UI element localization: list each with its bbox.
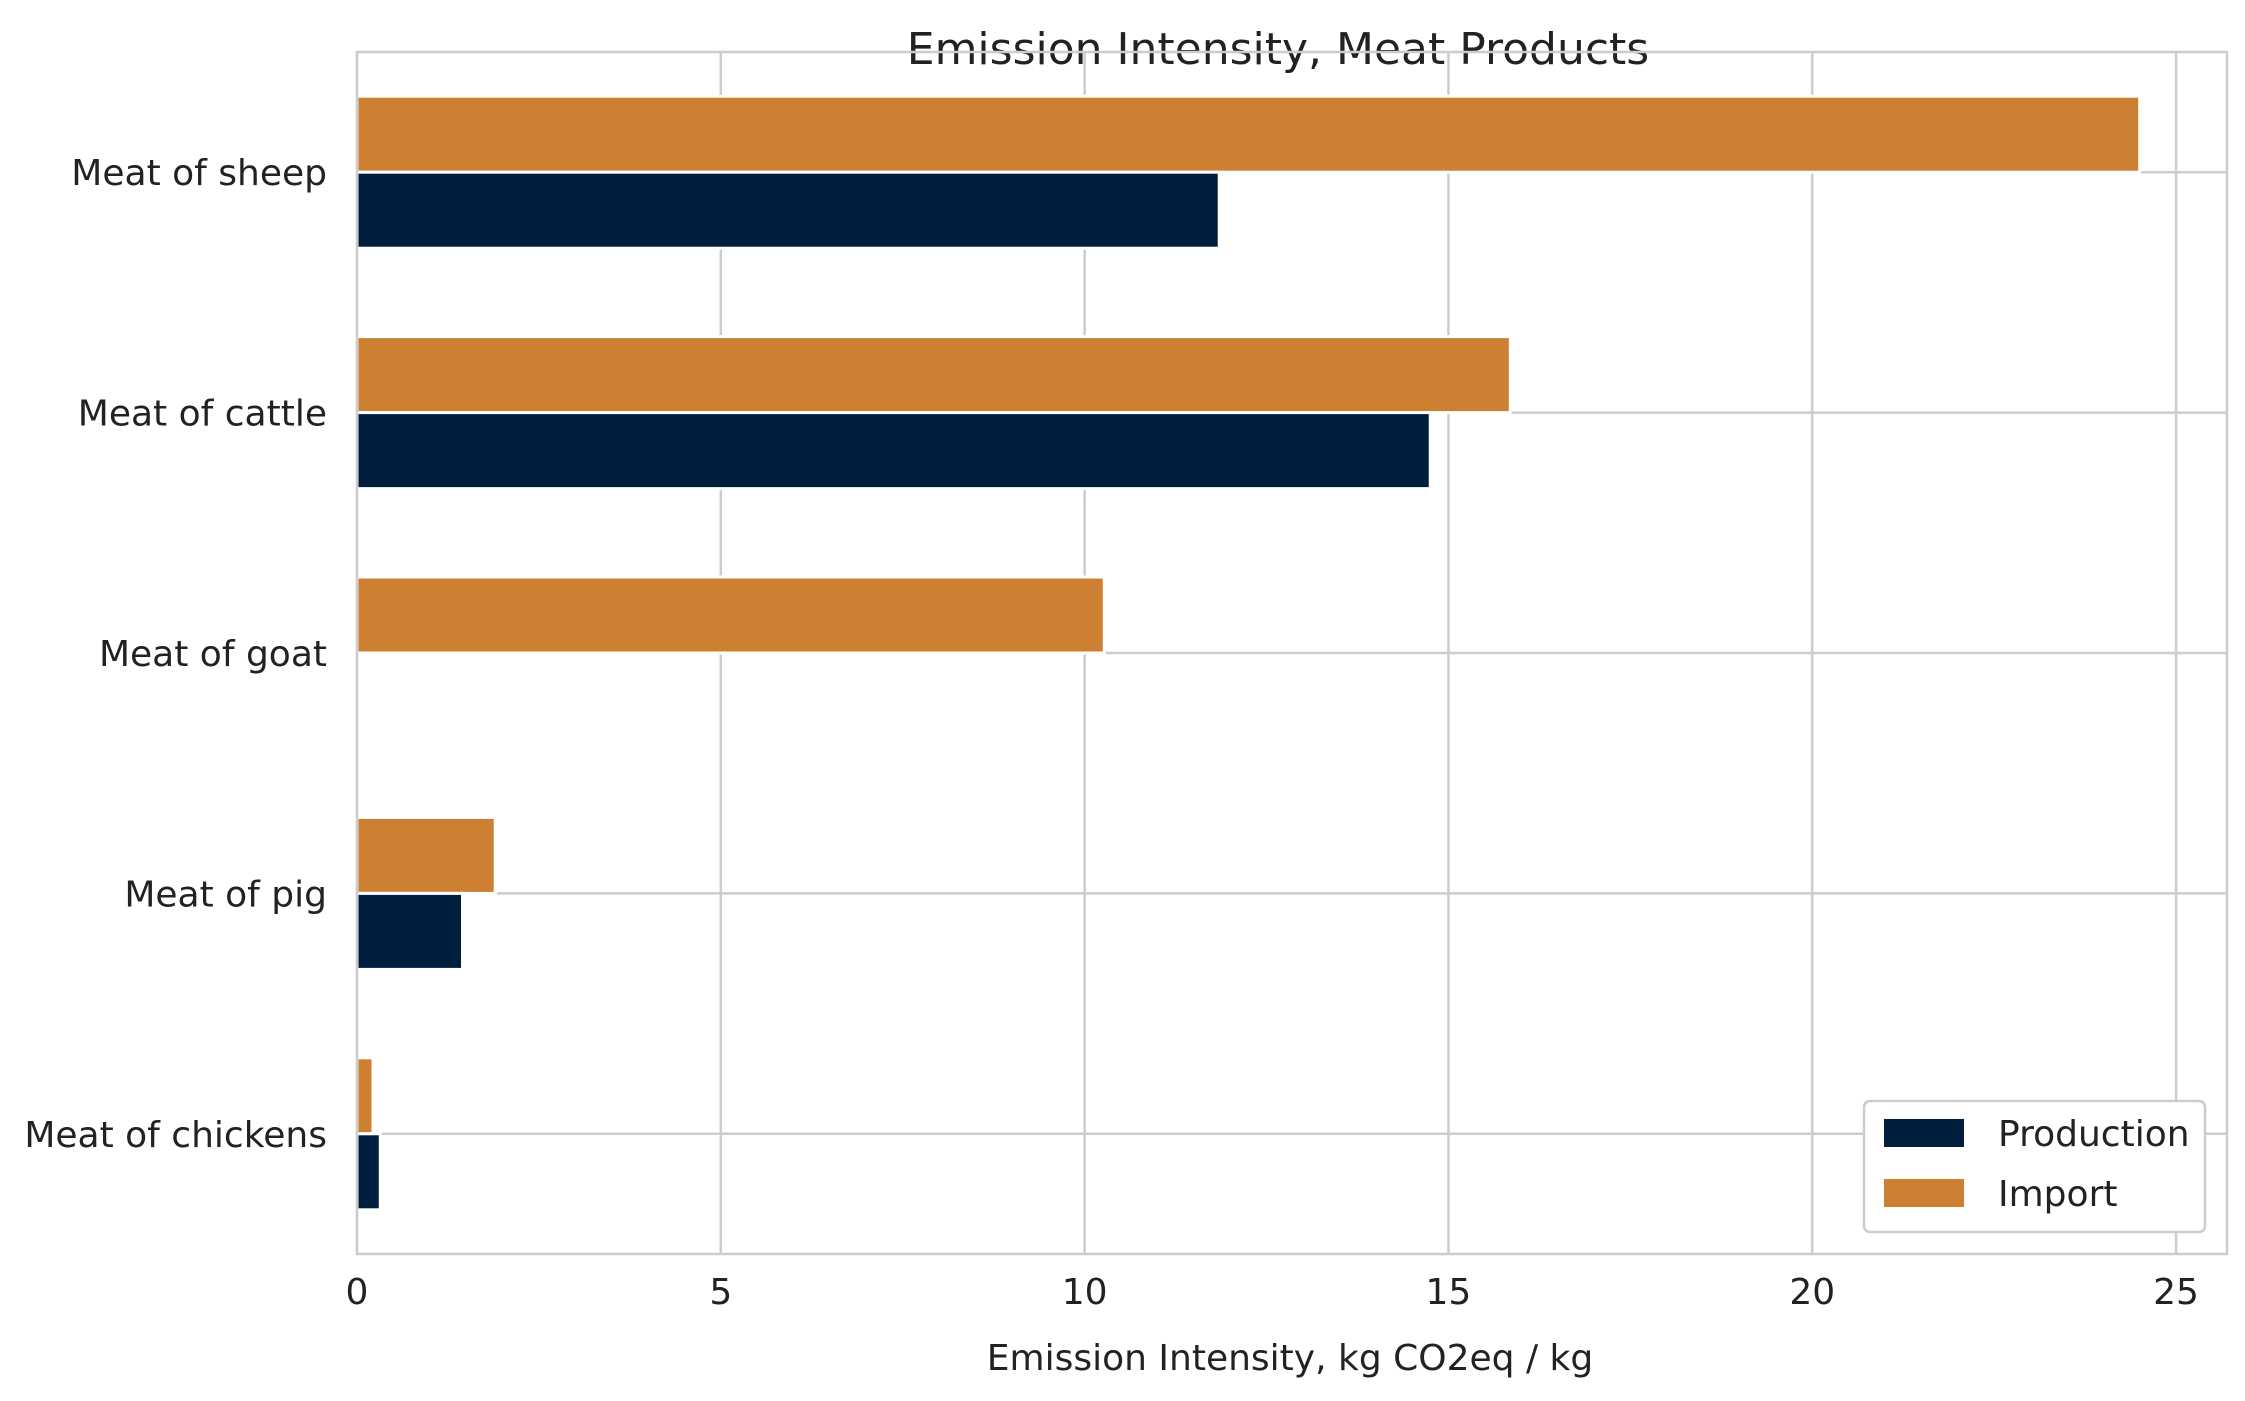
legend-swatch-production xyxy=(1884,1119,1964,1147)
y-tick-label-meat-of-chickens: Meat of chickens xyxy=(24,1115,327,1156)
plot-frame xyxy=(355,50,2229,1256)
bar-import-meat-of-goat xyxy=(355,575,1106,655)
y-tick-label-meat-of-sheep: Meat of sheep xyxy=(71,153,327,194)
x-tick-label: 20 xyxy=(1789,1272,1835,1313)
legend-label-import: Import xyxy=(1998,1174,2117,1215)
x-tick-labels: 0 5 10 15 20 25 xyxy=(346,1272,2199,1313)
bar-production-meat-of-chickens xyxy=(355,1132,382,1212)
bar-import-meat-of-chickens xyxy=(355,1056,375,1136)
legend-swatch-import xyxy=(1884,1179,1964,1207)
x-tick-label: 5 xyxy=(709,1272,732,1313)
bar-production-meat-of-sheep xyxy=(355,170,1221,250)
bar-import-meat-of-sheep xyxy=(355,94,2142,174)
bar-import-meat-of-pig xyxy=(355,815,497,895)
legend: Production Import xyxy=(1862,1099,2207,1234)
y-tick-label-meat-of-cattle: Meat of cattle xyxy=(78,394,327,435)
bar-production-meat-of-pig xyxy=(355,891,465,971)
legend-label-production: Production xyxy=(1998,1114,2190,1155)
bar-production-meat-of-cattle xyxy=(355,411,1432,491)
x-axis-label: Emission Intensity, kg CO2eq / kg xyxy=(987,1338,1593,1379)
x-tick-label: 15 xyxy=(1426,1272,1472,1313)
x-tick-label: 25 xyxy=(2153,1272,2199,1313)
x-tick-label: 10 xyxy=(1062,1272,1108,1313)
x-tick-label: 0 xyxy=(346,1272,369,1313)
bar-import-meat-of-cattle xyxy=(355,335,1512,415)
y-tick-label-meat-of-pig: Meat of pig xyxy=(124,874,327,915)
y-tick-label-meat-of-goat: Meat of goat xyxy=(99,634,327,675)
y-tick-labels: Meat of sheep Meat of cattle Meat of goat M… xyxy=(24,153,327,1156)
chart-title: Emission Intensity, Meat Products xyxy=(907,24,1649,75)
